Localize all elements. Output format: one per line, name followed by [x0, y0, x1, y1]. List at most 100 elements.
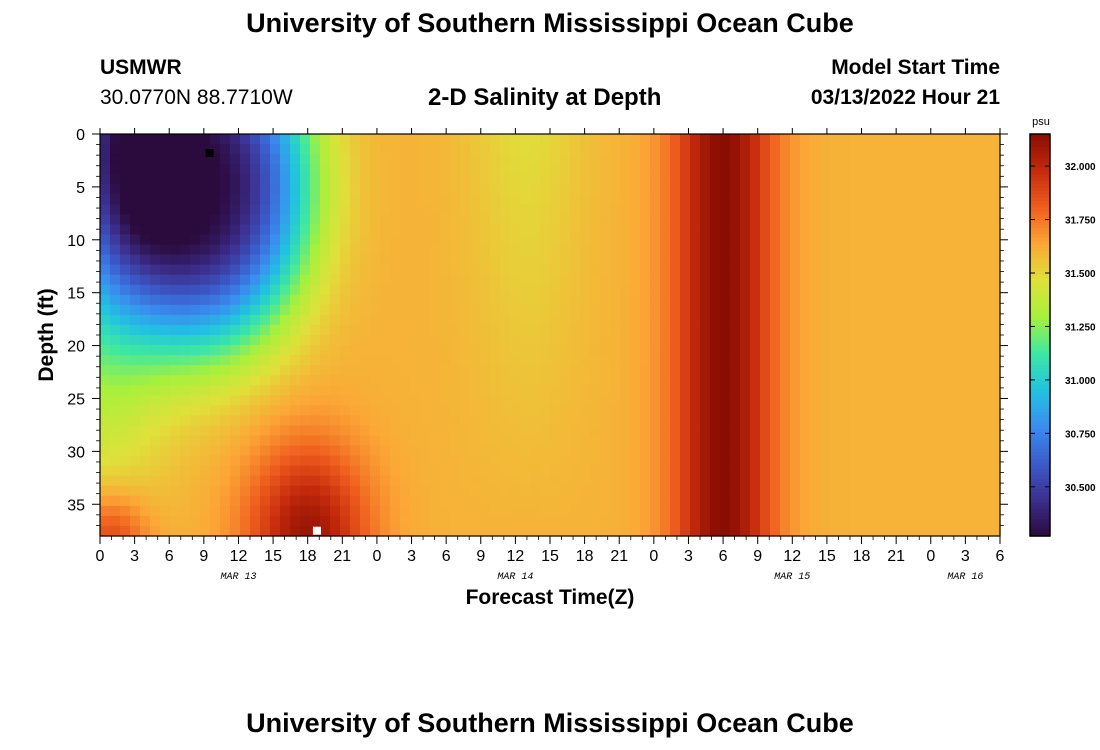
heatmap-cell — [500, 455, 511, 467]
heatmap-cell — [400, 445, 411, 457]
heatmap-cell — [240, 304, 251, 316]
heatmap-cell — [260, 475, 271, 487]
heatmap-cell — [440, 475, 451, 487]
colorbar-band — [1030, 140, 1050, 145]
heatmap-cell — [570, 224, 581, 236]
colorbar-band — [1030, 495, 1050, 500]
heatmap-cell — [680, 515, 691, 527]
heatmap-cell — [110, 395, 121, 406]
heatmap-cell — [320, 274, 331, 286]
heatmap-cell — [470, 425, 481, 437]
heatmap-cell — [370, 445, 381, 457]
heatmap-cell — [260, 154, 271, 165]
heatmap-cell — [780, 164, 791, 175]
heatmap-cell — [830, 224, 841, 236]
heatmap-cell — [630, 475, 641, 487]
heatmap-cell — [380, 485, 391, 497]
heatmap-cell — [870, 505, 881, 517]
heatmap-cell — [220, 234, 231, 246]
heatmap-cell — [660, 465, 671, 477]
heatmap-cell — [540, 134, 551, 145]
heatmap-cell — [300, 355, 311, 366]
heatmap-cell — [970, 415, 981, 427]
heatmap-cell — [330, 274, 341, 286]
heatmap-cell — [680, 174, 691, 185]
heatmap-cell — [480, 355, 491, 366]
heatmap-cell — [430, 184, 441, 195]
heatmap-cell — [880, 355, 891, 366]
heatmap-cell — [390, 304, 401, 316]
heatmap-cell — [610, 495, 621, 507]
heatmap-cell — [350, 194, 361, 205]
heatmap-cell — [500, 184, 511, 195]
heatmap-cell — [760, 415, 771, 427]
heatmap-cell — [280, 335, 291, 346]
heatmap-cell — [850, 505, 861, 517]
heatmap-cell — [960, 234, 971, 246]
heatmap-cell — [260, 184, 271, 195]
heatmap-cell — [690, 154, 701, 165]
heatmap-cell — [590, 304, 601, 316]
heatmap-cell — [970, 505, 981, 517]
heatmap-cell — [160, 144, 171, 155]
heatmap-cell — [560, 465, 571, 477]
heatmap-cell — [810, 274, 821, 286]
heatmap-cell — [580, 164, 591, 175]
heatmap-cell — [850, 154, 861, 165]
heatmap-cell — [810, 294, 821, 306]
heatmap-cell — [750, 234, 761, 246]
colorbar-band — [1030, 355, 1050, 360]
heatmap-cell — [460, 485, 471, 497]
heatmap-cell — [990, 385, 1001, 396]
heatmap-cell — [550, 264, 561, 276]
heatmap-cell — [550, 184, 561, 195]
heatmap-cell — [370, 254, 381, 266]
heatmap-cell — [560, 204, 571, 215]
colorbar-band — [1030, 257, 1050, 262]
heatmap-cell — [190, 435, 201, 447]
heatmap-cell — [540, 194, 551, 205]
colorbar-band — [1030, 150, 1050, 155]
heatmap-cell — [280, 184, 291, 195]
heatmap-cell — [500, 345, 511, 356]
heatmap-cell — [210, 345, 221, 356]
heatmap-cell — [250, 505, 261, 517]
heatmap-cell — [150, 304, 161, 316]
heatmap-cell — [330, 375, 341, 386]
heatmap-cell — [980, 204, 991, 215]
heatmap-cell — [470, 375, 481, 386]
heatmap-cell — [460, 355, 471, 366]
heatmap-cell — [390, 234, 401, 246]
heatmap-cell — [240, 465, 251, 477]
heatmap-cell — [990, 475, 1001, 487]
heatmap-cell — [220, 184, 231, 195]
heatmap-cell — [270, 174, 281, 185]
heatmap-cell — [570, 395, 581, 406]
heatmap-cell — [700, 194, 711, 205]
heatmap-cell — [510, 174, 521, 185]
heatmap-cell — [240, 515, 251, 527]
heatmap-cell — [420, 264, 431, 276]
heatmap-cell — [510, 164, 521, 175]
heatmap-cell — [430, 284, 441, 296]
heatmap-cell — [300, 465, 311, 477]
heatmap-cell — [660, 204, 671, 215]
heatmap-cell — [790, 335, 801, 346]
heatmap-cell — [650, 335, 661, 346]
heatmap-cell — [280, 304, 291, 316]
heatmap-cell — [260, 355, 271, 366]
heatmap-cell — [110, 335, 121, 346]
heatmap-cell — [150, 144, 161, 155]
heatmap-cell — [730, 355, 741, 366]
heatmap-cell — [270, 415, 281, 427]
heatmap-cell — [270, 194, 281, 205]
heatmap-cell — [130, 385, 141, 396]
heatmap-cell — [240, 455, 251, 467]
heatmap-cell — [930, 284, 941, 296]
heatmap-cell — [670, 385, 681, 396]
heatmap-cell — [950, 264, 961, 276]
heatmap-cell — [210, 234, 221, 246]
heatmap-cell — [590, 395, 601, 406]
heatmap-cell — [150, 505, 161, 517]
